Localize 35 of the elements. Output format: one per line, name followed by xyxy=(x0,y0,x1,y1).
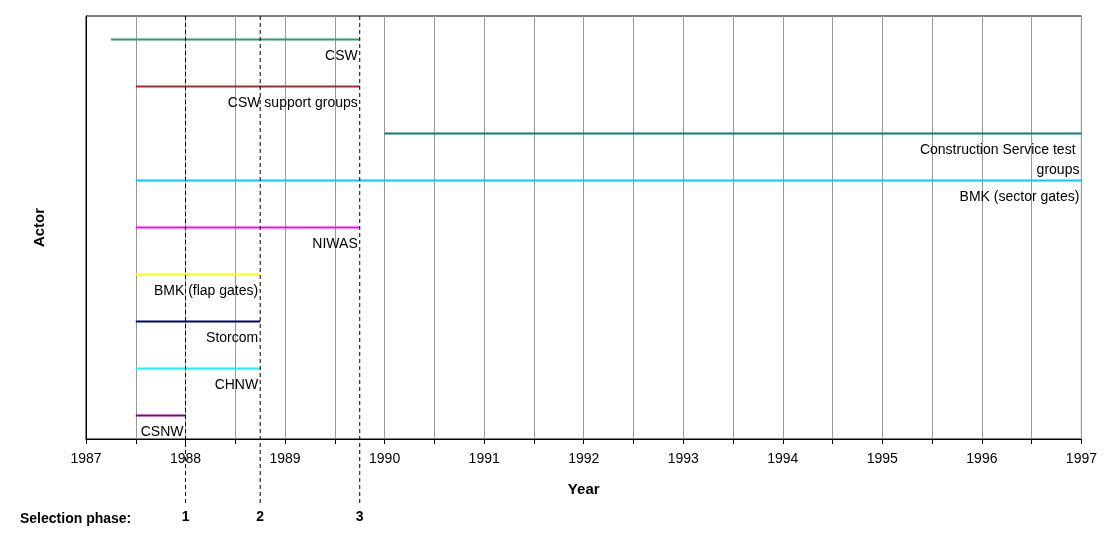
y-tick-label: CSW support groups xyxy=(227,93,358,110)
x-tick-label: 1991 xyxy=(468,450,500,466)
x-tick-label: 1992 xyxy=(568,450,600,466)
bar xyxy=(135,414,186,417)
x-tick-label: 1996 xyxy=(966,450,998,466)
bar xyxy=(135,320,261,323)
bar xyxy=(135,273,261,276)
text: 2 xyxy=(256,508,265,524)
bar xyxy=(110,38,360,41)
y-tick-label: CSNW xyxy=(140,422,185,439)
x-axis-title: Year xyxy=(567,480,600,497)
text: Selection phase: xyxy=(20,510,132,526)
x-tick-label: 1989 xyxy=(269,450,301,466)
bar xyxy=(135,179,1082,182)
bar xyxy=(135,85,360,88)
y-tick-label: CSW xyxy=(325,46,359,63)
y-tick-label: NIWAS xyxy=(312,234,358,251)
y-tick-label: CHNW xyxy=(214,375,259,392)
x-tick-label: 1987 xyxy=(70,450,102,466)
x-tick-label: 1988 xyxy=(169,450,202,466)
bar xyxy=(135,226,360,229)
y-axis-title: Actor xyxy=(30,207,47,248)
x-tick-label: 1994 xyxy=(767,450,799,466)
x-tick-label: 1995 xyxy=(866,450,899,466)
text: 1 xyxy=(181,508,190,524)
y-tick-label: BMK (sector gates) xyxy=(959,187,1080,204)
x-tick-label: 1993 xyxy=(667,450,700,466)
y-tick-label: Storcom xyxy=(206,328,259,345)
y-tick-label: Construction Service test groups xyxy=(919,140,1080,177)
x-tick-label: 1997 xyxy=(1065,450,1098,466)
bar xyxy=(135,367,261,370)
y-tick-label: BMK (flap gates) xyxy=(153,281,259,298)
x-tick-label: 1990 xyxy=(369,450,401,466)
bar xyxy=(384,132,1082,135)
text: 3 xyxy=(355,508,364,524)
